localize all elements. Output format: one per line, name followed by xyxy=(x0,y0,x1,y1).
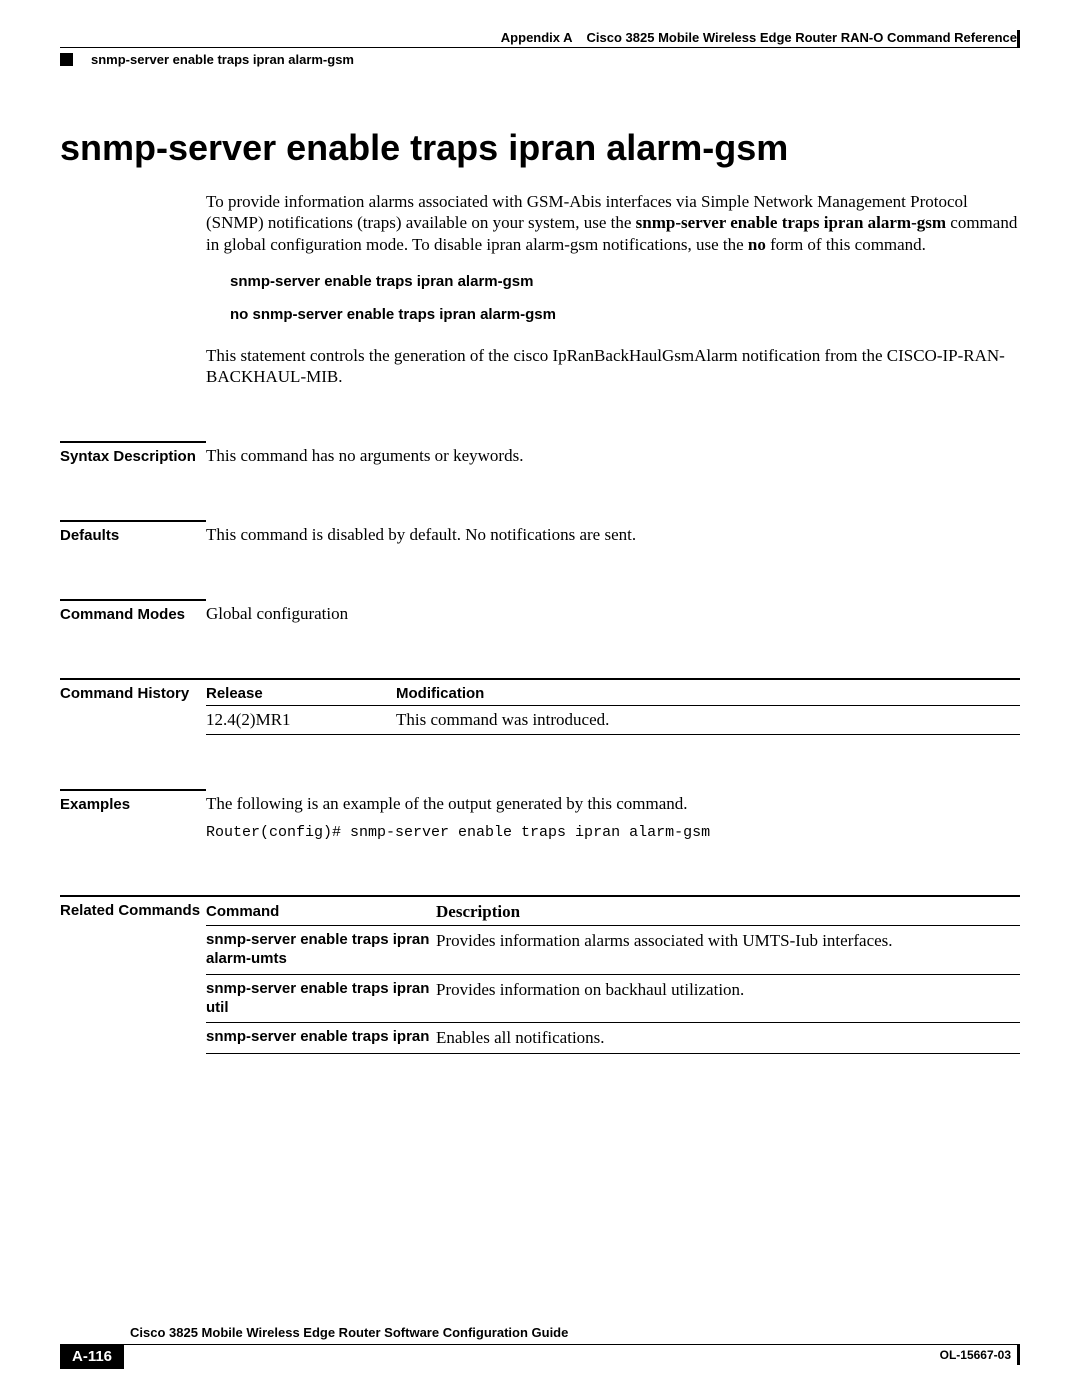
history-header-release: Release xyxy=(206,679,396,706)
examples-label: Examples xyxy=(60,789,206,841)
related-row: snmp-server enable traps ipran Enables a… xyxy=(206,1023,1020,1054)
history-release: 12.4(2)MR1 xyxy=(206,706,396,735)
related-description: Provides information on backhaul utiliza… xyxy=(436,974,1020,1023)
command-history-label: Command History xyxy=(60,678,206,735)
related-description: Enables all notifications. xyxy=(436,1023,1020,1054)
related-description: Provides information alarms associated w… xyxy=(436,926,1020,975)
syntax-description-label: Syntax Description xyxy=(60,441,206,466)
square-bullet-icon xyxy=(60,53,73,66)
related-row: snmp-server enable traps ipran util Prov… xyxy=(206,974,1020,1023)
related-table: Command Description snmp-server enable t… xyxy=(206,895,1020,1054)
examples-section: Examples The following is an example of … xyxy=(60,789,1020,841)
intro-bold2: no xyxy=(748,235,766,254)
intro-bold1: snmp-server enable traps ipran alarm-gsm xyxy=(636,213,946,232)
examples-code: Router(config)# snmp-server enable traps… xyxy=(206,824,1020,841)
history-header-modification: Modification xyxy=(396,679,1020,706)
history-modification: This command was introduced. xyxy=(396,706,1020,735)
related-header-description: Description xyxy=(436,896,1020,926)
defaults-body: This command is disabled by default. No … xyxy=(206,520,1020,545)
footer-title-row: Cisco 3825 Mobile Wireless Edge Router S… xyxy=(60,1324,1020,1345)
command-modes-section: Command Modes Global configuration xyxy=(60,599,1020,624)
command-modes-label: Command Modes xyxy=(60,599,206,624)
intro-post: form of this command. xyxy=(766,235,926,254)
page-title: snmp-server enable traps ipran alarm-gsm xyxy=(60,127,1020,169)
examples-text: The following is an example of the outpu… xyxy=(206,794,1020,814)
page-content: Appendix A Cisco 3825 Mobile Wireless Ed… xyxy=(60,30,1020,1054)
command-history-section: Command History Release Modification 12.… xyxy=(60,678,1020,735)
syntax-enable: snmp-server enable traps ipran alarm-gsm xyxy=(230,273,1020,290)
related-commands-body: Command Description snmp-server enable t… xyxy=(206,895,1020,1054)
related-header-command: Command xyxy=(206,896,436,926)
syntax-description-section: Syntax Description This command has no a… xyxy=(60,441,1020,466)
appendix-label: Appendix A xyxy=(501,30,573,45)
page-footer: Cisco 3825 Mobile Wireless Edge Router S… xyxy=(60,1324,1020,1369)
history-table: Release Modification 12.4(2)MR1 This com… xyxy=(206,678,1020,735)
history-row: 12.4(2)MR1 This command was introduced. xyxy=(206,706,1020,735)
defaults-section: Defaults This command is disabled by def… xyxy=(60,520,1020,545)
command-modes-body: Global configuration xyxy=(206,599,1020,624)
document-id: OL-15667-03 xyxy=(940,1345,1020,1365)
statement-text: This statement controls the generation o… xyxy=(206,345,1020,388)
command-history-body: Release Modification 12.4(2)MR1 This com… xyxy=(206,678,1020,735)
intro-text: To provide information alarms associated… xyxy=(206,191,1020,255)
syntax-description-body: This command has no arguments or keyword… xyxy=(206,441,1020,466)
intro-block: To provide information alarms associated… xyxy=(206,191,1020,387)
page-number: A-116 xyxy=(60,1344,124,1369)
running-header: Appendix A Cisco 3825 Mobile Wireless Ed… xyxy=(60,30,1020,47)
defaults-label: Defaults xyxy=(60,520,206,545)
running-subheader: snmp-server enable traps ipran alarm-gsm xyxy=(60,47,1020,67)
related-command: snmp-server enable traps ipran util xyxy=(206,974,436,1023)
footer-bottom-row: A-116 OL-15667-03 xyxy=(60,1345,1020,1369)
related-command: snmp-server enable traps ipran alarm-umt… xyxy=(206,926,436,975)
breadcrumb: snmp-server enable traps ipran alarm-gsm xyxy=(91,52,354,67)
footer-guide-title: Cisco 3825 Mobile Wireless Edge Router S… xyxy=(130,1325,568,1340)
related-commands-label: Related Commands xyxy=(60,895,206,1054)
syntax-no: no snmp-server enable traps ipran alarm-… xyxy=(230,306,1020,323)
appendix-title: Cisco 3825 Mobile Wireless Edge Router R… xyxy=(587,30,1017,45)
related-commands-section: Related Commands Command Description snm… xyxy=(60,895,1020,1054)
related-command: snmp-server enable traps ipran xyxy=(206,1023,436,1054)
examples-body: The following is an example of the outpu… xyxy=(206,789,1020,841)
related-row: snmp-server enable traps ipran alarm-umt… xyxy=(206,926,1020,975)
